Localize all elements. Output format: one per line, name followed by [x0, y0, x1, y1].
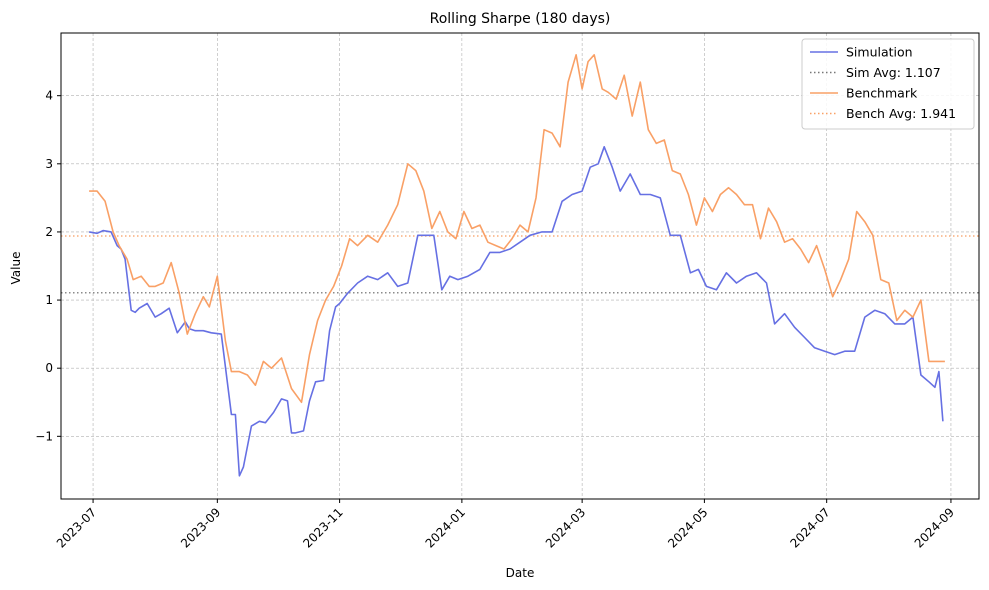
series-line	[88, 146, 944, 477]
x-tick-label: 2024-01	[423, 505, 468, 550]
legend-label: Simulation	[846, 45, 913, 60]
legend-label: Benchmark	[846, 86, 918, 101]
y-tick-label: 4	[45, 89, 53, 103]
chart-title: Rolling Sharpe (180 days)	[430, 11, 611, 27]
y-axis-title: Value	[9, 252, 23, 285]
series-lines	[88, 53, 945, 477]
x-tick-label: 2024-09	[912, 505, 957, 550]
y-tick-label: −1	[35, 429, 53, 443]
grid-lines	[61, 33, 979, 499]
plot-area-frame	[60, 32, 980, 500]
legend-label: Bench Avg: 1.941	[846, 106, 956, 121]
x-tick-label: 2023-09	[178, 505, 223, 550]
y-tick-label: 0	[45, 361, 53, 375]
legend-label: Sim Avg: 1.107	[846, 65, 941, 80]
average-lines	[61, 235, 979, 294]
y-tick-label: 3	[45, 157, 53, 171]
x-axis-title: Date	[506, 566, 535, 580]
series-line	[89, 53, 945, 404]
x-tick-label: 2024-05	[665, 505, 710, 550]
y-tick-label: 2	[45, 225, 53, 239]
legend-box	[801, 38, 975, 130]
x-tick-label: 2024-07	[787, 505, 832, 550]
x-tick-label: 2023-11	[300, 505, 345, 550]
y-tick-label: 1	[45, 293, 53, 307]
x-tick-label: 2024-03	[543, 505, 588, 550]
x-tick-label: 2023-07	[54, 505, 99, 550]
legend: Simulation Sim Avg: 1.107 Benchmark Bench A…	[801, 38, 975, 130]
